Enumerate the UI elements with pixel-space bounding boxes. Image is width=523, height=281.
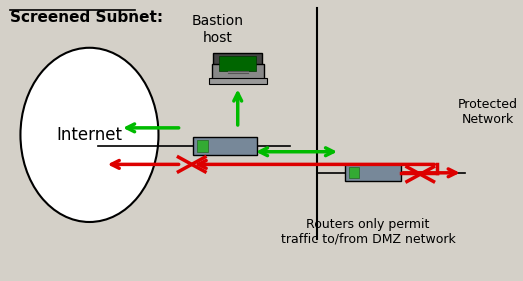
- Text: Internet: Internet: [56, 126, 122, 144]
- FancyBboxPatch shape: [197, 140, 208, 152]
- Text: Routers only permit
traffic to/from DMZ network: Routers only permit traffic to/from DMZ …: [281, 218, 456, 246]
- FancyBboxPatch shape: [212, 64, 264, 79]
- FancyBboxPatch shape: [219, 56, 256, 71]
- FancyBboxPatch shape: [213, 53, 262, 74]
- Text: Screened Subnet:: Screened Subnet:: [10, 10, 163, 25]
- FancyBboxPatch shape: [209, 78, 267, 84]
- FancyBboxPatch shape: [349, 167, 359, 178]
- Text: Protected
Network: Protected Network: [458, 98, 518, 126]
- FancyBboxPatch shape: [193, 137, 257, 155]
- Text: Bastion
host: Bastion host: [191, 14, 243, 45]
- Ellipse shape: [20, 48, 158, 222]
- FancyBboxPatch shape: [345, 164, 401, 181]
